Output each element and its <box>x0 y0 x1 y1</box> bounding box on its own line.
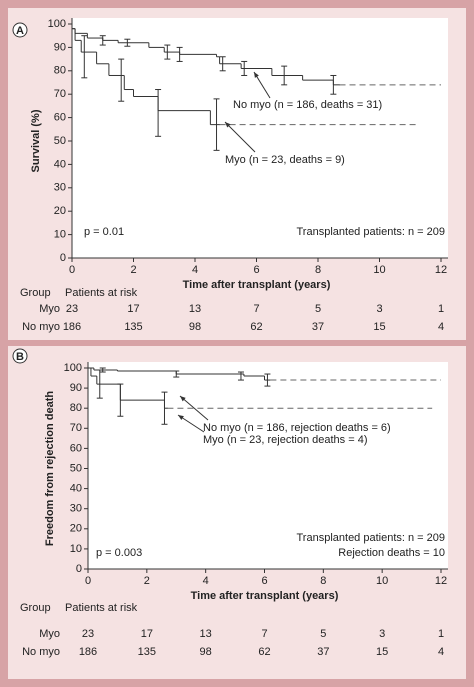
y-tick-label: 100 <box>64 362 82 374</box>
annotation: p = 0.01 <box>84 226 124 238</box>
group-label: Myo <box>39 303 60 315</box>
arrow <box>224 121 256 153</box>
panel-label: B <box>16 351 24 363</box>
y-tick-label: 20 <box>54 205 66 217</box>
plot-area <box>72 18 448 258</box>
risk-count: 186 <box>63 321 81 333</box>
risk-count: 1 <box>438 303 444 315</box>
x-tick-label: 10 <box>376 575 388 587</box>
risk-count: 4 <box>438 646 444 658</box>
x-axis-label: Time after transplant (years) <box>191 590 339 602</box>
x-tick-label: 6 <box>253 264 259 276</box>
annotation: p = 0.003 <box>96 547 142 559</box>
risk-count: 15 <box>376 646 388 658</box>
series-label: No myo (n = 186, deaths = 31) <box>233 99 382 111</box>
panel-label: A <box>16 25 24 37</box>
y-tick-label: 60 <box>70 442 82 454</box>
y-tick-label: 100 <box>48 18 66 30</box>
risk-count: 23 <box>82 628 94 640</box>
y-tick-label: 30 <box>54 182 66 194</box>
risk-count: 3 <box>379 628 385 640</box>
arrow-head <box>225 122 231 128</box>
risk-count: 5 <box>315 303 321 315</box>
y-axis-label: Survival (%) <box>30 109 42 172</box>
series-label: Myo (n = 23, deaths = 9) <box>225 154 345 166</box>
x-tick-label: 8 <box>315 264 321 276</box>
risk-count: 17 <box>127 303 139 315</box>
table-header: Group <box>20 602 51 614</box>
risk-count: 13 <box>200 628 212 640</box>
x-tick-label: 4 <box>192 264 198 276</box>
arrow-head <box>254 72 259 78</box>
group-label: No myo <box>22 646 60 658</box>
risk-count: 37 <box>312 321 324 333</box>
y-tick-label: 60 <box>54 112 66 124</box>
x-tick-label: 0 <box>85 575 91 587</box>
annotation: Transplanted patients: n = 209 <box>297 532 446 544</box>
risk-count: 135 <box>124 321 142 333</box>
x-axis-label: Time after transplant (years) <box>183 279 331 291</box>
arrow-head <box>180 396 186 402</box>
risk-count: 3 <box>376 303 382 315</box>
risk-count: 98 <box>189 321 201 333</box>
arrow-head <box>178 415 184 420</box>
y-tick-label: 40 <box>54 158 66 170</box>
risk-count: 7 <box>253 303 259 315</box>
risk-count: 17 <box>141 628 153 640</box>
x-tick-label: 4 <box>203 575 209 587</box>
risk-count: 5 <box>320 628 326 640</box>
x-tick-label: 10 <box>373 264 385 276</box>
y-tick-label: 10 <box>70 543 82 555</box>
annotation: Transplanted patients: n = 209 <box>297 226 446 238</box>
series-label: Myo (n = 23, rejection deaths = 4) <box>203 434 367 446</box>
risk-count: 62 <box>258 646 270 658</box>
y-tick-label: 10 <box>54 229 66 241</box>
y-tick-label: 40 <box>70 483 82 495</box>
group-label: Myo <box>39 628 60 640</box>
risk-count: 15 <box>373 321 385 333</box>
y-tick-label: 70 <box>70 422 82 434</box>
y-tick-label: 80 <box>54 65 66 77</box>
risk-count: 4 <box>438 321 444 333</box>
y-axis-label: Freedom from rejection death <box>44 391 56 547</box>
risk-count: 62 <box>250 321 262 333</box>
y-tick-label: 50 <box>70 462 82 474</box>
table-header: Patients at risk <box>65 602 138 614</box>
series-label: No myo (n = 186, rejection deaths = 6) <box>203 422 391 434</box>
risk-count: 98 <box>200 646 212 658</box>
risk-count: 13 <box>189 303 201 315</box>
x-tick-label: 2 <box>130 264 136 276</box>
arrow <box>179 395 209 421</box>
risk-count: 23 <box>66 303 78 315</box>
risk-count: 186 <box>79 646 97 658</box>
y-tick-label: 0 <box>76 563 82 575</box>
risk-count: 1 <box>438 628 444 640</box>
risk-count: 135 <box>138 646 156 658</box>
plot-area <box>88 362 448 569</box>
annotation: Rejection deaths = 10 <box>338 547 445 559</box>
group-label: No myo <box>22 321 60 333</box>
y-tick-label: 90 <box>54 41 66 53</box>
panel-badge <box>12 348 28 364</box>
x-tick-label: 8 <box>320 575 326 587</box>
risk-count: 7 <box>261 628 267 640</box>
panel-badge <box>12 22 28 38</box>
y-tick-label: 0 <box>60 252 66 264</box>
table-header: Group <box>20 287 51 299</box>
x-tick-label: 0 <box>69 264 75 276</box>
table-header: Patients at risk <box>65 287 138 299</box>
x-tick-label: 12 <box>435 264 447 276</box>
y-tick-label: 70 <box>54 88 66 100</box>
y-tick-label: 20 <box>70 523 82 535</box>
y-tick-label: 90 <box>70 382 82 394</box>
y-tick-label: 30 <box>70 503 82 515</box>
y-tick-label: 50 <box>54 135 66 147</box>
y-tick-label: 80 <box>70 402 82 414</box>
risk-count: 37 <box>317 646 329 658</box>
x-tick-label: 12 <box>435 575 447 587</box>
x-tick-label: 2 <box>144 575 150 587</box>
x-tick-label: 6 <box>261 575 267 587</box>
